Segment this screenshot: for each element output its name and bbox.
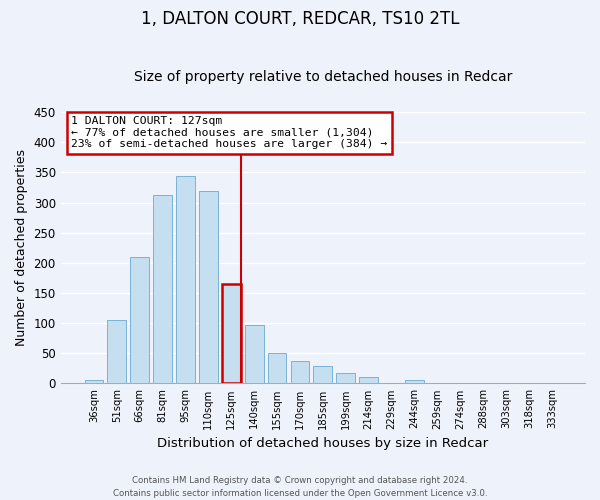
Bar bbox=[107, 320, 126, 384]
Bar bbox=[337, 372, 355, 384]
Bar bbox=[268, 354, 286, 384]
Bar bbox=[176, 176, 195, 384]
Text: 1, DALTON COURT, REDCAR, TS10 2TL: 1, DALTON COURT, REDCAR, TS10 2TL bbox=[141, 10, 459, 28]
Title: Size of property relative to detached houses in Redcar: Size of property relative to detached ho… bbox=[134, 70, 512, 85]
Bar bbox=[85, 380, 103, 384]
Bar bbox=[313, 366, 332, 384]
Bar bbox=[359, 378, 378, 384]
Bar bbox=[290, 361, 310, 384]
Bar bbox=[245, 325, 263, 384]
Bar bbox=[222, 284, 241, 384]
Bar bbox=[199, 191, 218, 384]
Text: Contains HM Land Registry data © Crown copyright and database right 2024.
Contai: Contains HM Land Registry data © Crown c… bbox=[113, 476, 487, 498]
Bar bbox=[130, 257, 149, 384]
X-axis label: Distribution of detached houses by size in Redcar: Distribution of detached houses by size … bbox=[157, 437, 488, 450]
Text: 1 DALTON COURT: 127sqm
← 77% of detached houses are smaller (1,304)
23% of semi-: 1 DALTON COURT: 127sqm ← 77% of detached… bbox=[71, 116, 388, 150]
Y-axis label: Number of detached properties: Number of detached properties bbox=[15, 149, 28, 346]
Bar bbox=[153, 194, 172, 384]
Bar bbox=[405, 380, 424, 384]
